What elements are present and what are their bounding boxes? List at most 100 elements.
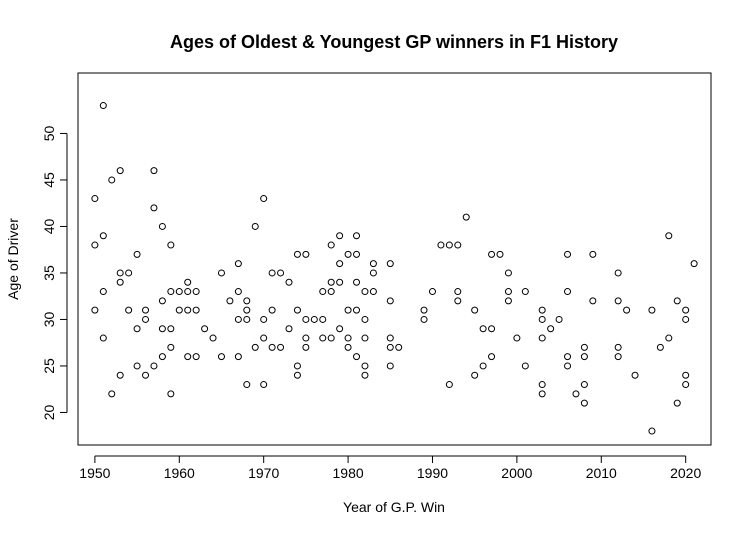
data-point [369, 260, 377, 268]
data-point [99, 288, 107, 296]
data-point [293, 371, 301, 379]
data-point [353, 232, 361, 240]
data-point [682, 371, 690, 379]
x-tick-label: 1970 [248, 465, 279, 481]
data-point [125, 269, 133, 277]
data-point [564, 353, 572, 361]
data-point [293, 362, 301, 370]
x-tick-label: 1950 [79, 465, 110, 481]
data-point [538, 381, 546, 389]
data-point [344, 250, 352, 258]
data-point [125, 306, 133, 314]
y-tick-label: 30 [41, 311, 57, 327]
data-point [564, 288, 572, 296]
data-point [302, 343, 310, 351]
data-point [243, 315, 251, 323]
data-point [192, 288, 200, 296]
data-point [336, 278, 344, 286]
data-point [353, 278, 361, 286]
data-point [513, 334, 521, 342]
data-point [260, 315, 268, 323]
data-point [243, 381, 251, 389]
data-point [479, 362, 487, 370]
data-point [336, 325, 344, 333]
data-point [293, 306, 301, 314]
data-point [243, 297, 251, 305]
y-axis-label: Age of Driver [5, 218, 21, 300]
data-point [310, 315, 318, 323]
data-point [437, 241, 445, 249]
x-tick-label: 1980 [333, 465, 364, 481]
data-point [192, 306, 200, 314]
y-axis: 20 25 30 35 40 45 50 [41, 125, 68, 420]
data-point [116, 371, 124, 379]
data-point [538, 306, 546, 314]
data-point [167, 288, 175, 296]
data-point [589, 250, 597, 258]
data-point [99, 102, 107, 110]
y-tick-label: 20 [41, 404, 57, 420]
data-point [327, 288, 335, 296]
data-point [504, 288, 512, 296]
data-point [538, 315, 546, 323]
data-point [91, 195, 99, 203]
data-point [142, 371, 150, 379]
data-point [327, 241, 335, 249]
data-point [462, 213, 470, 221]
data-point [251, 343, 259, 351]
data-point [361, 315, 369, 323]
data-point [285, 325, 293, 333]
data-point [623, 306, 631, 314]
data-point [234, 353, 242, 361]
data-point [167, 390, 175, 398]
data-point [682, 381, 690, 389]
data-point [614, 353, 622, 361]
data-point [580, 343, 588, 351]
data-point [108, 176, 116, 184]
data-point [673, 399, 681, 407]
data-point [184, 288, 192, 296]
x-tick-label: 1990 [417, 465, 448, 481]
data-point [319, 334, 327, 342]
y-tick-label: 35 [41, 265, 57, 281]
data-point [521, 288, 529, 296]
y-tick-label: 45 [41, 172, 57, 188]
data-point [277, 269, 285, 277]
data-point [580, 381, 588, 389]
data-point [184, 278, 192, 286]
data-point [116, 278, 124, 286]
data-point [99, 232, 107, 240]
data-point [150, 204, 158, 212]
data-point [386, 343, 394, 351]
data-point [572, 390, 580, 398]
data-point [428, 288, 436, 296]
data-point [580, 353, 588, 361]
data-point [133, 362, 141, 370]
data-point [251, 222, 259, 230]
x-tick-label: 1960 [164, 465, 195, 481]
data-point [614, 269, 622, 277]
data-point [564, 250, 572, 258]
data-point [234, 260, 242, 268]
data-point [361, 362, 369, 370]
data-point [108, 390, 116, 398]
data-point [133, 250, 141, 258]
data-point [175, 306, 183, 314]
data-point [336, 260, 344, 268]
data-point [167, 343, 175, 351]
data-point [420, 315, 428, 323]
data-point [445, 241, 453, 249]
y-tick-label: 40 [41, 218, 57, 234]
data-point [192, 353, 200, 361]
data-point [673, 297, 681, 305]
data-point [471, 306, 479, 314]
chart-title: Ages of Oldest & Youngest GP winners in … [170, 32, 618, 52]
data-point [302, 250, 310, 258]
data-point [268, 343, 276, 351]
data-point [158, 353, 166, 361]
data-point [344, 334, 352, 342]
data-point [504, 269, 512, 277]
data-point [336, 232, 344, 240]
data-point [454, 288, 462, 296]
x-tick-label: 2010 [586, 465, 617, 481]
